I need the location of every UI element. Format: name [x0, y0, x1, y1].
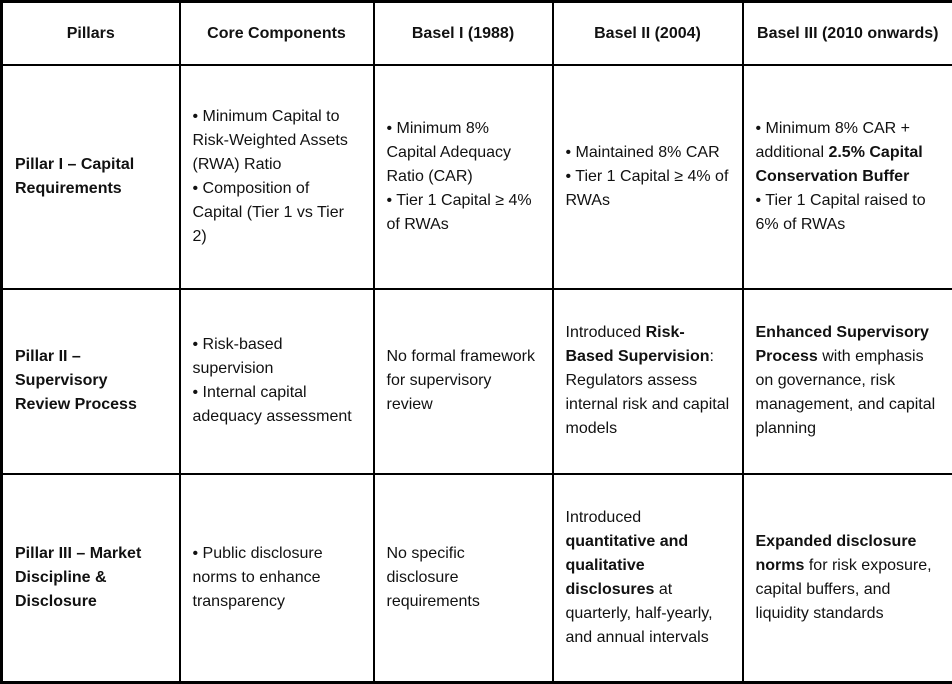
pillar-2-basel-2-cell: Introduced Risk-Based Supervision: Regul…	[553, 289, 743, 474]
column-header-basel-3: Basel III (2010 onwards)	[743, 2, 952, 65]
pillar-1-label: Pillar I – Capital Requirements	[2, 65, 180, 289]
pillar-1-basel-2-cell: • Maintained 8% CAR• Tier 1 Capital ≥ 4%…	[553, 65, 743, 289]
pillar-2-label: Pillar II – Supervisory Review Process	[2, 289, 180, 474]
column-header-basel-2: Basel II (2004)	[553, 2, 743, 65]
table-row-pillar-1: Pillar I – Capital Requirements • Minimu…	[2, 65, 952, 289]
column-header-pillars: Pillars	[2, 2, 180, 65]
pillar-2-basel-1-cell: No formal framework for supervisory revi…	[374, 289, 553, 474]
table-row-pillar-2: Pillar II – Supervisory Review Process •…	[2, 289, 952, 474]
pillar-3-basel-3-cell: Expanded disclosure norms for risk expos…	[743, 474, 952, 683]
pillar-3-label: Pillar III – Market Discipline & Disclos…	[2, 474, 180, 683]
table-header-row: Pillars Core Components Basel I (1988) B…	[2, 2, 952, 65]
pillar-3-basel-1-cell: No specific disclosure requirements	[374, 474, 553, 683]
column-header-basel-1: Basel I (1988)	[374, 2, 553, 65]
pillar-1-basel-3-cell: • Minimum 8% CAR + additional 2.5% Capit…	[743, 65, 952, 289]
table-row-pillar-3: Pillar III – Market Discipline & Disclos…	[2, 474, 952, 683]
pillar-2-core-components-cell: • Risk-based supervision• Internal capit…	[180, 289, 374, 474]
pillar-2-basel-3-cell: Enhanced Supervisory Process with emphas…	[743, 289, 952, 474]
pillar-1-core-components-cell: • Minimum Capital to Risk-Weighted Asset…	[180, 65, 374, 289]
column-header-core-components: Core Components	[180, 2, 374, 65]
pillar-1-basel-1-cell: • Minimum 8% Capital Adequacy Ratio (CAR…	[374, 65, 553, 289]
pillar-3-basel-2-cell: Introduced quantitative and qualitative …	[553, 474, 743, 683]
pillar-3-core-components-cell: • Public disclosure norms to enhance tra…	[180, 474, 374, 683]
